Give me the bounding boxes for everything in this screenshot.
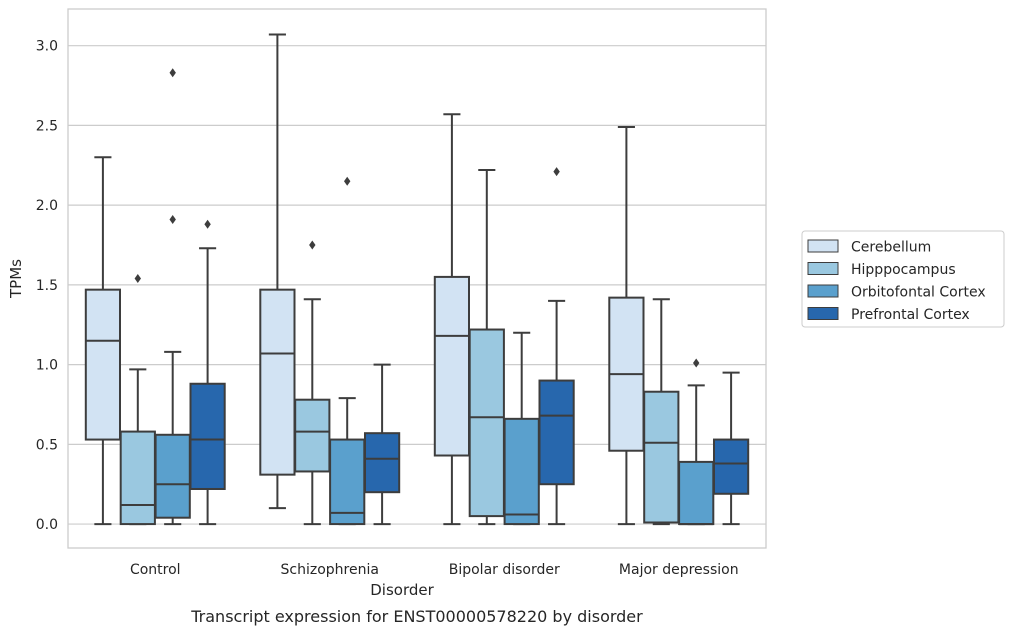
box-orbitofontal-cortex <box>503 331 540 526</box>
box-hipppocampus <box>643 298 680 526</box>
outlier-point <box>553 167 560 177</box>
outlier-point <box>344 176 351 186</box>
x-tick-label: Major depression <box>619 562 739 578</box>
y-tick-label: 1.0 <box>36 358 58 374</box>
box-prefrontal-cortex <box>189 219 226 526</box>
x-tick-label: Bipolar disorder <box>449 562 560 578</box>
legend-swatch <box>807 239 839 253</box>
box-hipppocampus <box>468 169 505 526</box>
y-tick-label: 0.0 <box>36 517 58 533</box>
iqr-box <box>468 328 505 518</box>
box-cerebellum <box>84 156 122 526</box>
box-prefrontal-cortex <box>363 363 401 526</box>
iqr-box <box>643 390 680 524</box>
legend-label: Prefrontal Cortex <box>851 307 970 323</box>
outlier-point <box>169 214 176 224</box>
y-tick-label: 1.5 <box>36 278 58 294</box>
outlier-point <box>134 274 141 283</box>
legend-label: Hipppocampus <box>851 262 956 278</box>
iqr-box <box>712 438 750 495</box>
box-cerebellum <box>259 33 296 510</box>
iqr-box <box>154 433 191 519</box>
box-prefrontal-cortex <box>538 167 575 526</box>
box-orbitofontal-cortex <box>154 68 191 526</box>
legend-swatch <box>807 307 839 320</box>
y-tick-labels: 0.0 0.5 1.0 1.5 2.0 2.5 3.0 <box>36 39 58 533</box>
iqr-box <box>259 288 296 476</box>
iqr-box <box>294 398 331 473</box>
x-tick-label: Control <box>130 562 181 578</box>
iqr-box <box>363 432 401 494</box>
iqr-box <box>189 382 226 490</box>
box-orbitofontal-cortex <box>329 176 366 526</box>
iqr-box <box>433 275 471 457</box>
x-tick-labels: Control Schizophrenia Bipolar disorder Majo… <box>130 562 739 578</box>
legend-label: Orbitofontal Cortex <box>851 285 986 301</box>
iqr-box <box>678 460 715 526</box>
y-tick-label: 0.5 <box>36 437 58 453</box>
legend-swatch <box>807 284 839 298</box>
box-cerebellum <box>608 126 645 526</box>
box-prefrontal-cortex <box>712 371 750 526</box>
box-orbitofontal-cortex <box>678 358 715 526</box>
box-cerebellum <box>433 113 471 526</box>
legend-swatch <box>807 262 839 275</box>
legend-frame <box>801 230 1005 328</box>
iqr-box <box>503 417 540 526</box>
outlier-point <box>204 219 211 229</box>
chart-caption: Transcript expression for ENST0000057822… <box>190 607 643 626</box>
y-axis-title: TPMs <box>7 259 25 299</box>
iqr-box <box>84 288 122 441</box>
iqr-box <box>119 430 156 526</box>
iqr-box <box>329 438 366 526</box>
legend-label: Cerebellum <box>851 240 931 256</box>
plot-frame <box>67 8 767 549</box>
box-hipppocampus <box>119 274 156 526</box>
y-tick-label: 2.5 <box>36 118 58 134</box>
legend: Cerebellum Hipppocampus Orbitofontal Corte… <box>801 230 1005 328</box>
x-tick-label: Schizophrenia <box>281 562 379 578</box>
box-hipppocampus <box>294 240 331 526</box>
outlier-point <box>309 240 316 250</box>
y-tick-label: 2.0 <box>36 198 58 214</box>
box-series <box>84 33 750 526</box>
y-tick-label: 3.0 <box>36 39 58 55</box>
outlier-point <box>693 358 700 368</box>
iqr-box <box>538 379 575 486</box>
outlier-point <box>169 68 176 78</box>
x-axis-title: Disorder <box>370 581 434 599</box>
